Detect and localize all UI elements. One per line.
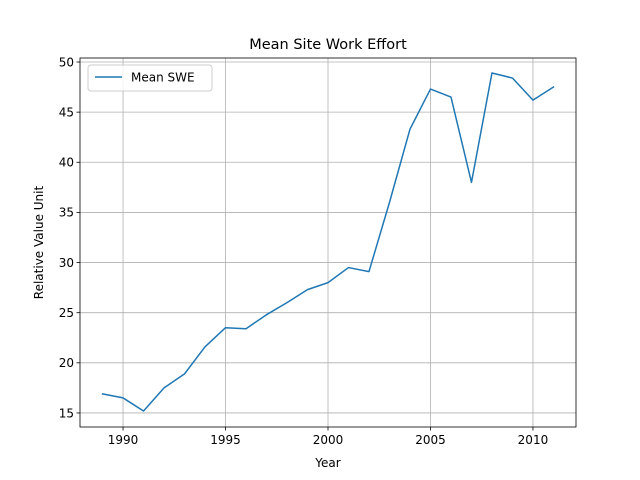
x-tick-label: 2000 <box>313 433 344 447</box>
x-tick-label: 1995 <box>210 433 241 447</box>
x-tick-label: 1990 <box>108 433 139 447</box>
chart-title: Mean Site Work Effort <box>249 37 407 53</box>
y-axis-label: Relative Value Unit <box>32 186 46 300</box>
y-tick-label: 45 <box>59 105 74 119</box>
y-tick-label: 20 <box>59 356 74 370</box>
x-tick-label: 2005 <box>415 433 446 447</box>
x-tick-label: 2010 <box>518 433 549 447</box>
x-axis-label: Year <box>314 456 340 470</box>
y-tick-label: 40 <box>59 156 74 170</box>
ticks: 1990 1995 2000 2005 2010 15 20 25 30 35 40 45 50 <box>59 55 549 447</box>
legend-label: Mean SWE <box>131 71 195 85</box>
y-tick-label: 15 <box>59 406 74 420</box>
legend: Mean SWE <box>87 64 213 92</box>
y-tick-label: 35 <box>59 206 74 220</box>
y-tick-label: 50 <box>59 55 74 69</box>
y-tick-label: 30 <box>59 256 74 270</box>
legend-box <box>87 64 213 92</box>
y-tick-label: 25 <box>59 306 74 320</box>
series-layer <box>101 72 555 412</box>
grid <box>80 58 576 427</box>
series-line-mean-swe <box>101 72 555 412</box>
